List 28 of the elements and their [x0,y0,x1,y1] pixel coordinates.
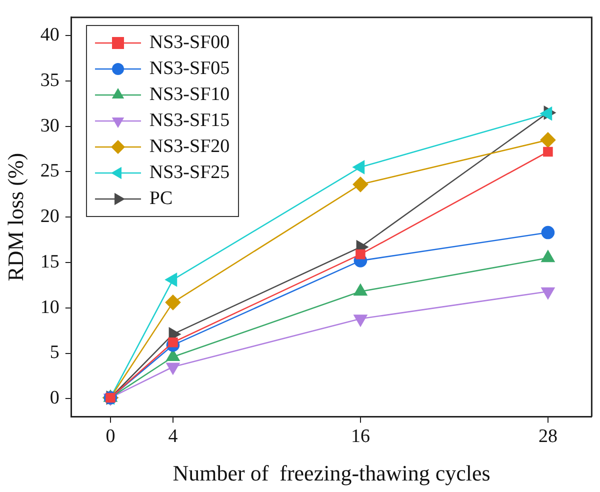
point [541,226,555,240]
legend-label: NS3-SF00 [149,32,230,54]
legend-label: NS3-SF15 [149,110,230,132]
point [352,176,368,192]
y-tick-label: 35 [40,70,60,91]
x-tick-label: 16 [350,426,370,448]
x-tick-label: 4 [168,426,178,448]
point [165,294,181,310]
y-tick-label: 15 [40,251,60,272]
legend-label: NS3-SF10 [149,84,230,106]
x-axis-title: Number of freezing-thawing cycles [172,460,490,486]
y-tick-label: 20 [40,206,60,228]
y-axis-title: RDM loss (%) [2,152,28,282]
point [543,146,553,157]
y-tick-label: 0 [50,388,60,409]
y-tick-label: 10 [40,296,60,318]
y-tick-label: 40 [40,24,60,46]
y-tick-label: 25 [40,160,60,182]
legend-label: NS3-SF20 [149,136,230,158]
point [356,249,366,260]
point [540,132,556,148]
legend-label: NS3-SF05 [149,58,230,80]
y-tick-label: 5 [50,342,60,364]
x-tick-label: 28 [538,426,558,448]
y-tick-label: 30 [40,115,60,136]
x-tick-label: 0 [106,426,116,448]
legend-label: PC [149,188,173,210]
legend-label: NS3-SF25 [149,162,230,184]
